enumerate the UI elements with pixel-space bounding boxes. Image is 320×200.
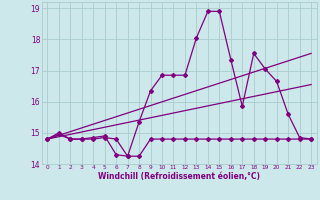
X-axis label: Windchill (Refroidissement éolien,°C): Windchill (Refroidissement éolien,°C) [98,172,260,181]
